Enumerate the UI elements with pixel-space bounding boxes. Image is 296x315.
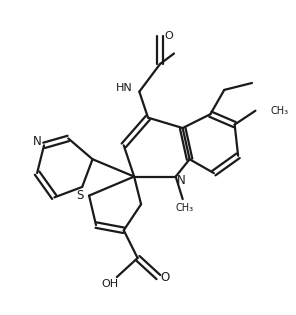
Text: CH₃: CH₃ (270, 106, 288, 116)
Text: O: O (164, 31, 173, 41)
Text: HN: HN (116, 83, 133, 93)
Text: OH: OH (101, 279, 118, 289)
Text: O: O (161, 271, 170, 284)
Text: S: S (77, 189, 84, 202)
Text: CH₃: CH₃ (175, 203, 194, 213)
Text: N: N (176, 174, 185, 187)
Text: N: N (33, 135, 41, 148)
